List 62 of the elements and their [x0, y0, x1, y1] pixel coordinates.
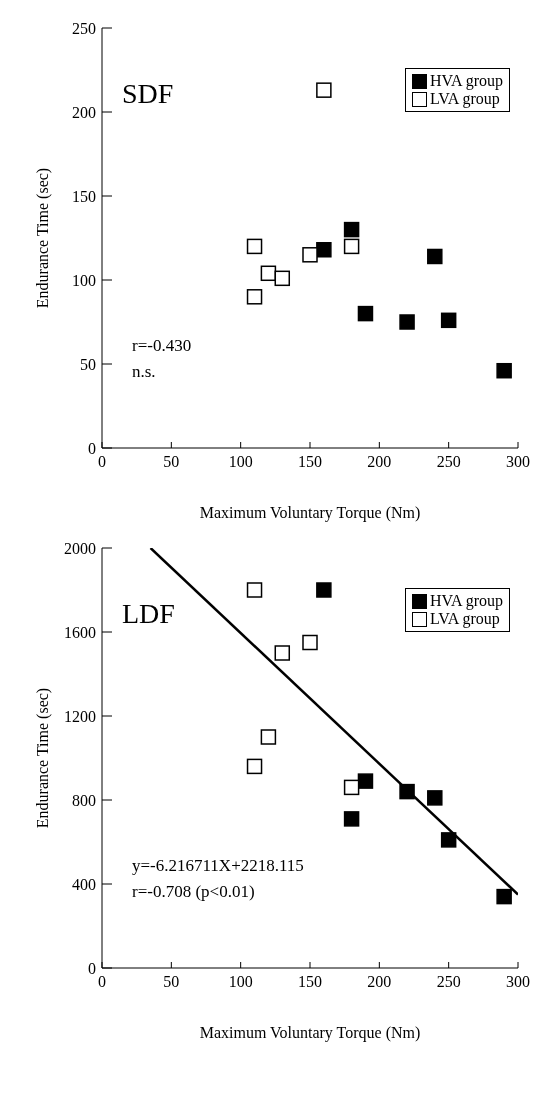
point: [274, 270, 291, 287]
annotation: LDF: [122, 597, 175, 631]
x-tick-label: 150: [298, 973, 322, 991]
point: [357, 305, 374, 322]
point: [274, 645, 291, 661]
y-tick-label: 800: [72, 791, 96, 809]
point: [260, 729, 277, 745]
annotation: y=-6.216711X+2218.115 r=-0.708 (p<0.01): [132, 855, 304, 903]
y-tick-label: 200: [72, 103, 96, 121]
x-tick-label: 250: [436, 973, 461, 991]
point: [343, 238, 360, 255]
point: [427, 248, 443, 265]
legend-label: LVA group: [429, 610, 500, 628]
y-tick-label: 1600: [64, 623, 96, 641]
point: [302, 247, 318, 263]
annotation: SDF: [122, 77, 174, 111]
y-tick-label: 50: [80, 355, 96, 373]
y-axis-title: Endurance Time (sec): [33, 687, 52, 829]
point: [496, 362, 512, 379]
point: [343, 811, 360, 827]
x-axis-title: Maximum Voluntary Torque (Nm): [199, 1024, 421, 1042]
legend-label: HVA group: [429, 592, 503, 610]
point: [316, 82, 332, 98]
point: [496, 888, 512, 905]
x-tick-label: 200: [367, 453, 392, 471]
x-tick-label: 100: [228, 453, 253, 471]
annotation: r=-0.430 n.s.: [132, 335, 192, 383]
y-tick-label: 100: [72, 271, 96, 289]
y-tick-label: 1200: [64, 707, 96, 725]
point: [357, 773, 374, 789]
point: [316, 582, 332, 598]
y-tick-label: 400: [72, 875, 96, 893]
point: [260, 265, 277, 282]
x-tick-label: 150: [298, 453, 322, 471]
x-tick-label: 100: [228, 973, 253, 991]
legend-label: HVA group: [429, 72, 503, 90]
point: [427, 790, 443, 806]
point: [246, 289, 263, 305]
y-tick-label: 0: [88, 959, 96, 977]
point: [440, 832, 457, 848]
y-tick-label: 250: [72, 19, 96, 37]
x-tick-label: 200: [367, 973, 392, 991]
y-axis-title: Endurance Time (sec): [33, 167, 52, 309]
point: [316, 242, 332, 258]
point: [399, 314, 415, 330]
point: [440, 312, 457, 329]
x-tick-label: 250: [436, 453, 461, 471]
y-tick-label: 0: [88, 439, 96, 457]
point: [302, 634, 318, 651]
point: [343, 221, 360, 238]
point: [343, 779, 360, 796]
y-tick-label: 150: [72, 187, 96, 205]
legend-label: LVA group: [429, 90, 500, 108]
point: [246, 758, 263, 775]
point: [246, 238, 263, 255]
x-tick-label: 50: [163, 973, 180, 991]
x-tick-label: 300: [506, 973, 530, 991]
x-tick-label: 50: [163, 453, 180, 471]
point: [246, 582, 263, 598]
x-axis-title: Maximum Voluntary Torque (Nm): [199, 504, 421, 522]
y-tick-label: 2000: [64, 539, 96, 557]
x-tick-label: 300: [506, 453, 530, 471]
